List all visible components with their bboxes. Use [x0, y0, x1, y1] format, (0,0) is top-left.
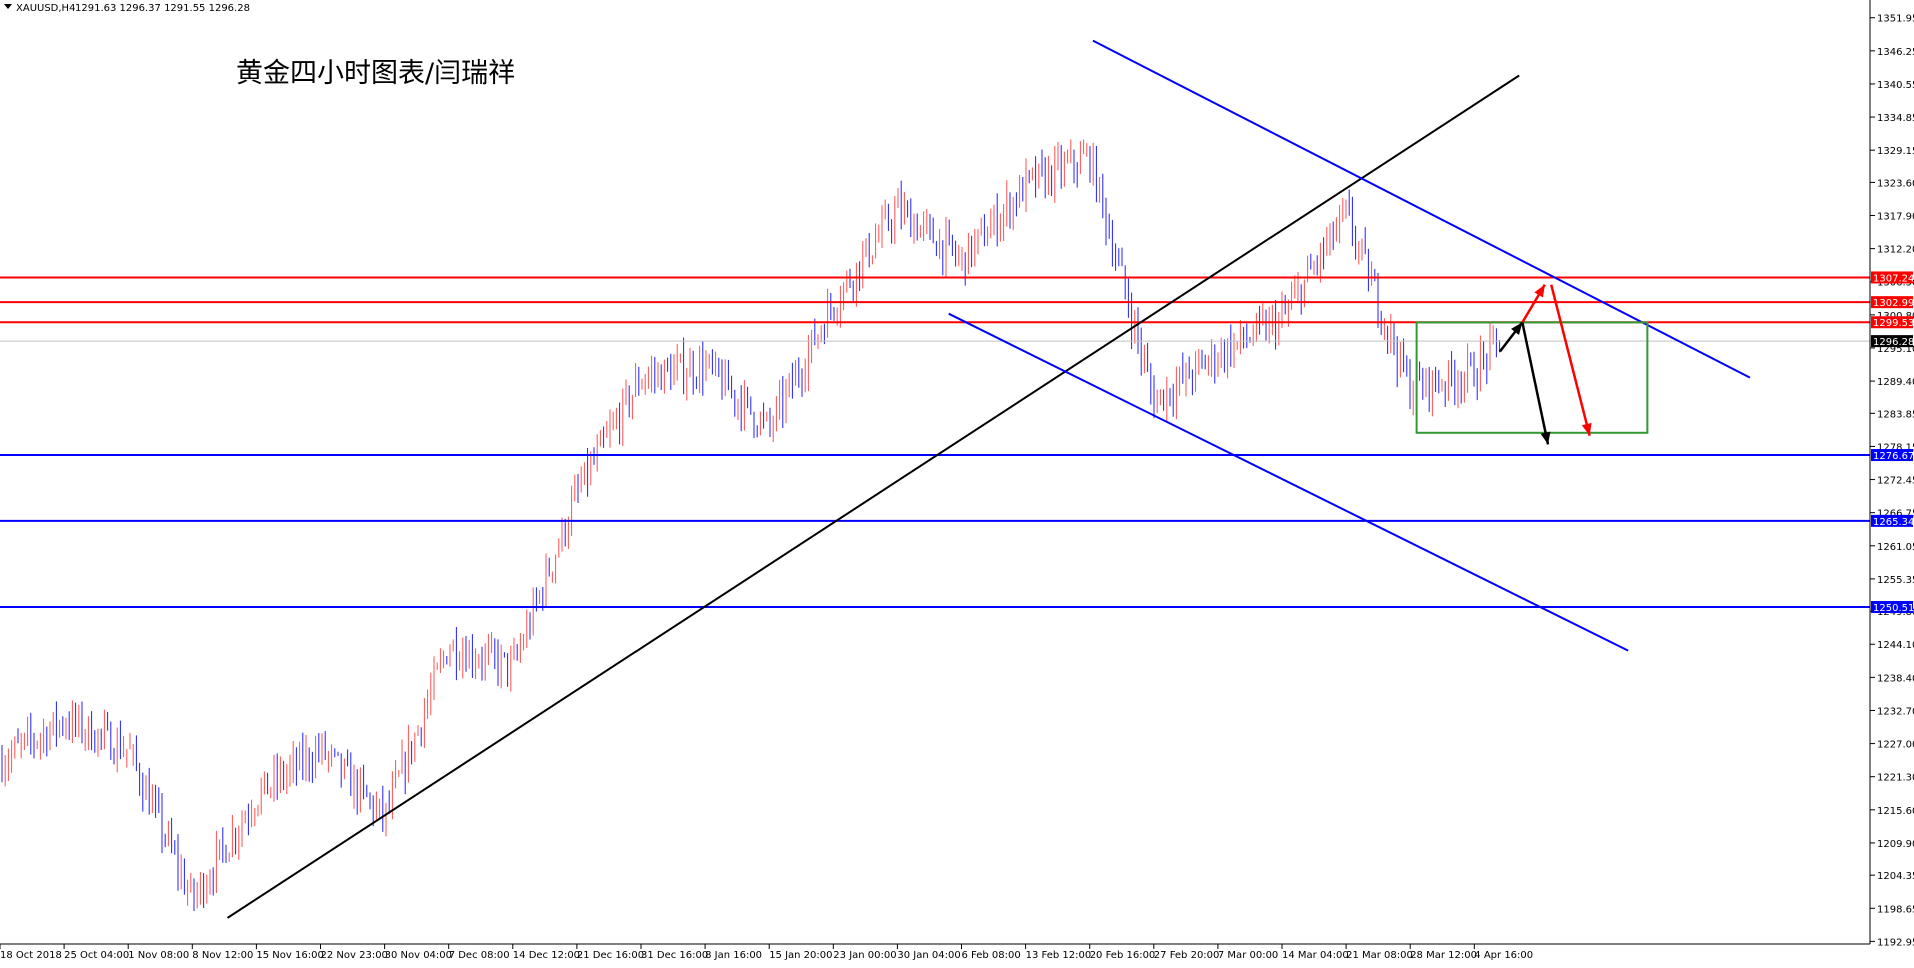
xtick-label-10: 31 Dec 16:00 — [641, 950, 708, 961]
level-label-1265.34: 1265.34 — [1873, 517, 1914, 528]
trendline-ascending-support[interactable] — [227, 74, 1520, 919]
xtick-label-17: 20 Feb 16:00 — [1090, 950, 1156, 961]
level-label-1302.99: 1302.99 — [1873, 298, 1914, 309]
arrowhead-red-up — [1534, 284, 1545, 298]
xtick-label-15: 6 Feb 08:00 — [962, 950, 1021, 961]
trendline-channel-lower[interactable] — [948, 312, 1629, 652]
xtick-label-3: 8 Nov 12:00 — [192, 950, 253, 961]
candles-group — [1, 139, 1501, 912]
current-price-label-bg — [1871, 335, 1913, 348]
xtick-label-0: 18 Oct 2018 — [0, 950, 62, 961]
arrowhead-red-down — [1581, 422, 1592, 436]
ytick-label-10: 1295.10 — [1877, 344, 1914, 355]
level-label-1299.53: 1299.53 — [1873, 318, 1914, 329]
ytick-label-26: 1204.35 — [1877, 871, 1914, 882]
ytick-label-12: 1283.85 — [1877, 409, 1914, 420]
ytick-label-0: 1351.95 — [1877, 14, 1914, 25]
ytick-label-27: 1198.65 — [1877, 904, 1914, 915]
dropdown-triangle-icon[interactable] — [4, 4, 12, 9]
xtick-label-4: 15 Nov 16:00 — [256, 950, 323, 961]
xtick-label-1: 25 Oct 04:00 — [64, 950, 129, 961]
ytick-label-13: 1278.15 — [1877, 442, 1914, 453]
xtick-label-16: 13 Feb 12:00 — [1026, 950, 1092, 961]
xtick-label-23: 4 Apr 16:00 — [1474, 950, 1533, 961]
price-axis: 1351.95 1346.25 1340.55 1334.85 1329.15 1323.… — [1870, 14, 1914, 948]
ytick-label-24: 1215.60 — [1877, 806, 1914, 817]
ytick-label-19: 1244.10 — [1877, 640, 1914, 651]
ohlc-values: 1291.63 1296.37 1291.55 1296.28 — [75, 3, 250, 14]
level-label-bg-1250.51 — [1871, 601, 1913, 614]
xtick-label-11: 8 Jan 16:00 — [705, 950, 762, 961]
ytick-label-2: 1340.55 — [1877, 80, 1914, 91]
level-label-bg-1299.53 — [1871, 316, 1913, 329]
xtick-label-7: 7 Dec 08:00 — [449, 950, 510, 961]
xtick-label-21: 21 Mar 08:00 — [1346, 950, 1413, 961]
symbol-label: XAUUSD,H4 — [16, 3, 75, 14]
ytick-label-4: 1329.15 — [1877, 146, 1914, 157]
range-box[interactable] — [1415, 321, 1649, 434]
ytick-label-7: 1312.20 — [1877, 245, 1914, 256]
ytick-label-21: 1232.70 — [1877, 706, 1914, 717]
xtick-label-14: 30 Jan 04:00 — [897, 950, 960, 961]
ytick-label-6: 1317.90 — [1877, 212, 1914, 223]
xtick-label-20: 14 Mar 04:00 — [1282, 950, 1349, 961]
arrow-red-down[interactable] — [1550, 284, 1591, 437]
arrowhead-black-up — [1511, 322, 1523, 335]
xtick-label-19: 7 Mar 00:00 — [1218, 950, 1278, 961]
level-labels-group: 1307.24 1302.99 1299.53 1276.67 1265.34 1250.… — [1871, 271, 1914, 614]
ytick-label-11: 1289.40 — [1877, 377, 1914, 388]
ytick-label-14: 1272.45 — [1877, 476, 1914, 487]
level-label-bg-1276.67 — [1871, 449, 1913, 462]
xtick-label-6: 30 Nov 04:00 — [385, 950, 452, 961]
ytick-label-17: 1255.35 — [1877, 575, 1914, 586]
current-price-label: 1296.28 — [1873, 337, 1914, 348]
level-label-bg-1302.99 — [1871, 296, 1913, 309]
xtick-label-18: 27 Feb 20:00 — [1154, 950, 1220, 961]
overlays-group — [227, 39, 1751, 919]
xtick-label-12: 15 Jan 20:00 — [769, 950, 832, 961]
ytick-label-3: 1334.85 — [1877, 113, 1914, 124]
arrowhead-black-down — [1540, 431, 1551, 445]
ytick-label-1: 1346.25 — [1877, 47, 1914, 58]
xtick-label-9: 21 Dec 16:00 — [577, 950, 644, 961]
ytick-label-22: 1227.00 — [1877, 740, 1914, 751]
ytick-label-5: 1323.60 — [1877, 178, 1914, 189]
level-label-bg-1265.34 — [1871, 514, 1913, 527]
xtick-label-8: 14 Dec 12:00 — [513, 950, 580, 961]
level-label-1276.67: 1276.67 — [1873, 451, 1914, 462]
ytick-label-23: 1221.30 — [1877, 773, 1914, 784]
level-label-bg-1307.24 — [1871, 271, 1913, 284]
ytick-label-16: 1261.05 — [1877, 542, 1914, 553]
xtick-label-2: 1 Nov 08:00 — [128, 950, 189, 961]
ytick-label-28: 1192.95 — [1877, 937, 1914, 948]
xtick-label-13: 23 Jan 00:00 — [833, 950, 896, 961]
xtick-label-22: 28 Mar 12:00 — [1410, 950, 1477, 961]
arrow-black-down[interactable] — [1521, 322, 1550, 445]
xtick-label-5: 22 Nov 23:00 — [321, 950, 388, 961]
annotation-title: 黄金四小时图表/闫瑞祥 — [236, 58, 515, 89]
ytick-label-15: 1266.75 — [1877, 509, 1914, 520]
level-label-1250.51: 1250.51 — [1873, 603, 1914, 614]
level-label-1307.24: 1307.24 — [1873, 273, 1914, 284]
time-axis: 18 Oct 2018 25 Oct 04:001 Nov 08:00 8 Nov … — [0, 944, 1533, 961]
ytick-label-20: 1238.40 — [1877, 673, 1914, 684]
ytick-label-25: 1209.90 — [1877, 839, 1914, 850]
